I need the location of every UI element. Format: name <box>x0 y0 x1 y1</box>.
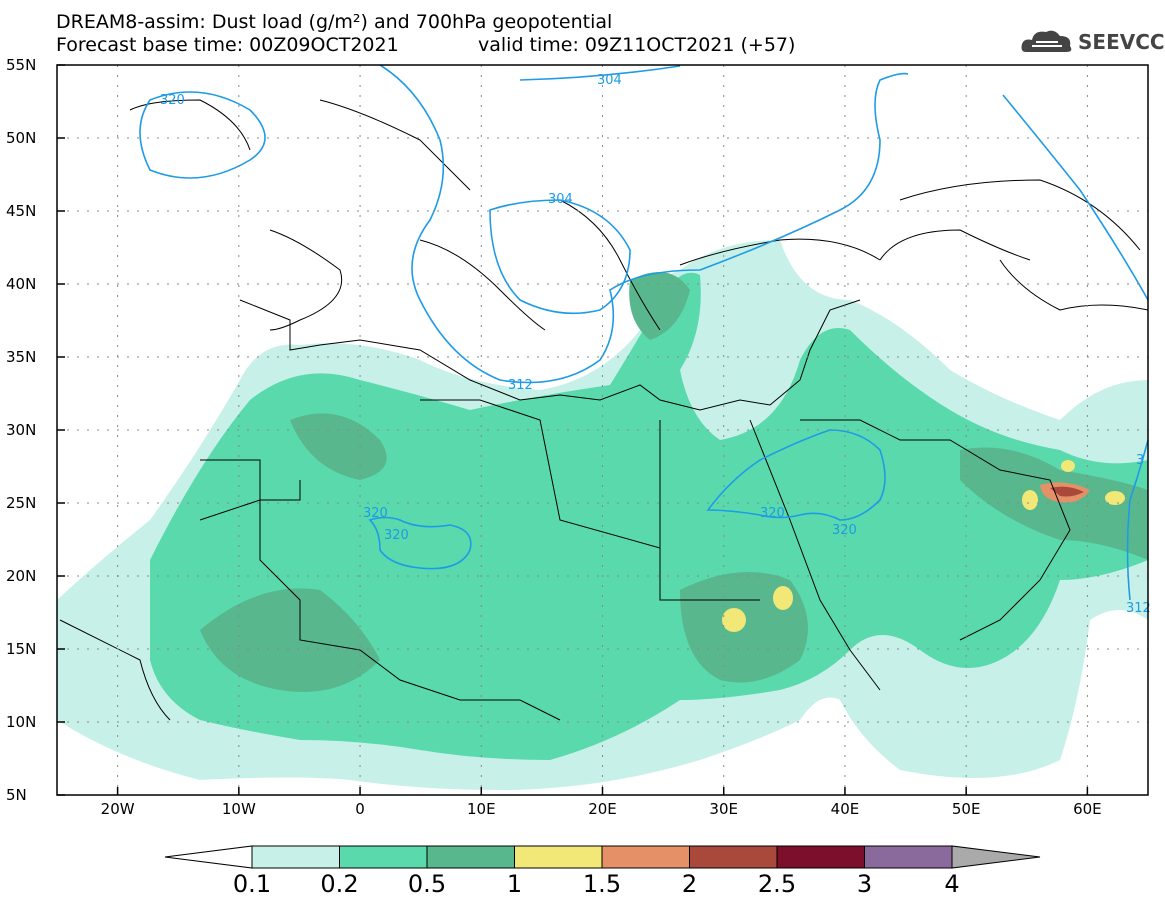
contour-label: 320 <box>760 506 785 521</box>
colorbar-max-arrow <box>951 845 1041 869</box>
valid-time: valid time: 09Z11OCT2021 (+57) <box>478 34 796 56</box>
contour-label: 320 <box>363 506 388 521</box>
colorbar-segment <box>601 845 690 869</box>
colorbar-label: 0.1 <box>232 870 272 898</box>
x-tick-label: 10W <box>221 800 256 818</box>
x-tick-label: 60E <box>1073 800 1102 818</box>
cloud-icon <box>1021 30 1072 52</box>
dust-band-dark-2 <box>290 413 387 480</box>
y-tick-label: 45N <box>6 202 37 220</box>
contour-label: 320 <box>832 523 857 538</box>
map-title: DREAM8-assim: Dust load (g/m²) and 700hP… <box>56 11 613 33</box>
colorbar-label: 2.5 <box>757 870 797 898</box>
y-tick-label: 40N <box>6 275 37 293</box>
contour-label: 320 <box>160 93 185 108</box>
dust-yellow-2 <box>773 586 793 610</box>
x-tick-label: 20W <box>100 800 135 818</box>
colorbar-label: 4 <box>944 870 960 898</box>
contour-label: 304 <box>597 73 622 88</box>
y-tick-label: 20N <box>6 567 37 585</box>
x-tick-label: 40E <box>830 800 860 818</box>
dust-yellow-5 <box>1061 460 1075 472</box>
y-tick-label: 50N <box>6 129 37 147</box>
grid-lines <box>57 65 1148 795</box>
colorbar-segment <box>251 845 340 869</box>
y-tick-label: 5N <box>6 786 27 804</box>
colorbar-label: 1 <box>506 870 523 898</box>
colorbar <box>164 845 1041 869</box>
colorbar-label: 0.2 <box>320 870 359 898</box>
contour-label: 3 <box>1136 453 1144 468</box>
colorbar-segment <box>689 845 778 869</box>
y-tick-label: 35N <box>6 348 37 366</box>
dust-yellow-4 <box>1105 491 1125 505</box>
dust-band-dark-5 <box>629 272 690 340</box>
forecast-base-time: Forecast base time: 00Z09OCT2021 <box>56 34 399 56</box>
y-tick-label: 15N <box>6 640 37 658</box>
colorbar-segment <box>776 845 865 869</box>
x-tick-label: 0 <box>355 800 365 818</box>
colorbar-label: 3 <box>856 870 873 898</box>
dust-hotspot-red <box>1050 486 1084 497</box>
dust-band-dark-4 <box>960 447 1148 560</box>
axis-ticks <box>57 64 1089 796</box>
contour-label: 312 <box>1126 601 1151 616</box>
colorbar-min-arrow <box>164 845 253 869</box>
colorbar-label: 2 <box>681 870 698 898</box>
colorbar-label: 1.5 <box>582 870 622 898</box>
dust-band-dark-1 <box>200 588 380 692</box>
colorbar-label: 0.5 <box>407 870 447 898</box>
x-tick-label: 10E <box>466 800 496 818</box>
x-tick-label: 30E <box>709 800 739 818</box>
colorbar-segment <box>514 845 603 869</box>
contour-label: 312 <box>508 378 533 393</box>
colorbar-segment <box>864 845 953 869</box>
y-tick-label: 25N <box>6 494 37 512</box>
dust-band-medium <box>150 272 1148 760</box>
colorbar-segment <box>426 845 515 869</box>
dust-yellow-1 <box>722 608 746 632</box>
colorbar-segment <box>339 845 428 869</box>
logo-text: SEEVCCC <box>1078 30 1165 54</box>
coastlines <box>59 99 1148 721</box>
contour-label: 304 <box>548 192 573 207</box>
y-tick-label: 55N <box>6 56 37 74</box>
contour-labels: 320 304 304 312 320 320 320 320 3 312 <box>160 73 1151 616</box>
geopotential-contours <box>139 64 1149 601</box>
x-tick-label: 20E <box>588 800 617 818</box>
contour-label: 320 <box>384 528 409 543</box>
y-tick-label: 10N <box>6 713 37 731</box>
dust-yellow-3 <box>1022 490 1038 510</box>
y-tick-label: 30N <box>6 421 37 439</box>
x-tick-label: 50E <box>951 800 981 818</box>
